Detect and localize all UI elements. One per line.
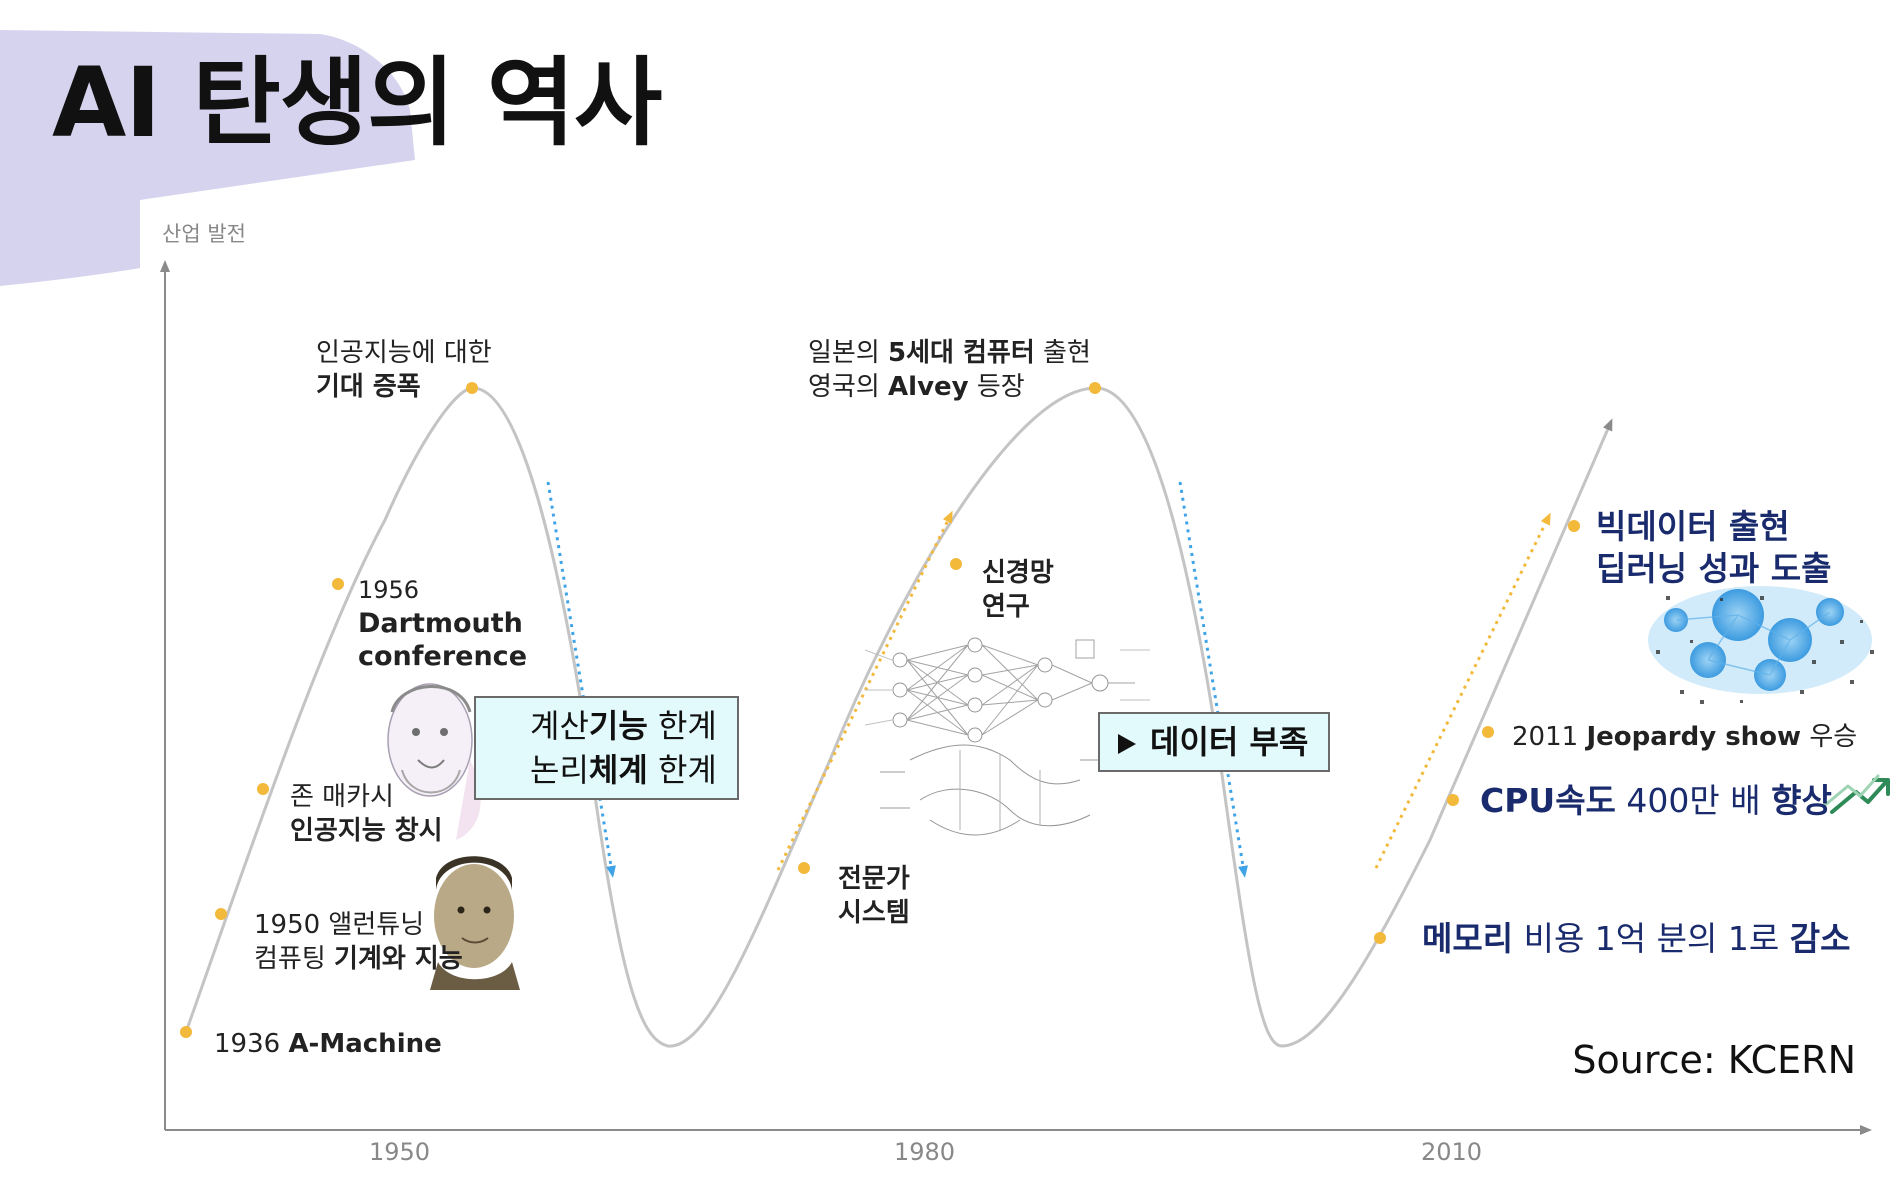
point-memory <box>1374 932 1386 944</box>
point-fifth-gen <box>1089 382 1101 394</box>
limit-box-row-1: 계산기능 한계 <box>530 707 717 745</box>
limit-box-data: 데이터 부족 <box>1098 712 1331 772</box>
label-dartmouth-line2: conference <box>358 641 528 672</box>
source-credit: Source: KCERN <box>1572 1038 1856 1082</box>
label-expectation: 인공지능에 대한 기대 증폭 <box>316 336 492 404</box>
rise-arrow-2 <box>1374 512 1551 869</box>
fall-arrow-1 <box>546 481 616 878</box>
label-dartmouth-year: 1956 <box>358 576 420 604</box>
point-expectation <box>466 382 478 394</box>
label-expert-line1: 전문가 <box>838 864 910 894</box>
limit-box-2-text: 데이터 부족 <box>1150 723 1309 761</box>
label-turing: 1950 앨런튜닝 컴퓨팅 기계와 지능 <box>254 908 463 976</box>
label-expert-line2: 시스템 <box>838 898 910 928</box>
development-curve <box>184 386 1613 1048</box>
neural-network-illustration <box>864 637 1150 836</box>
label-mccarthy-line1: 존 매카시 <box>290 782 394 812</box>
label-expectation-line1: 인공지능에 대한 <box>316 338 492 368</box>
page-title: AI 탄생의 역사 <box>52 47 662 159</box>
trend-up-icon <box>1822 774 1890 814</box>
label-mccarthy-line2: 인공지능 창시 <box>290 816 443 846</box>
x-tick-1980: 1980 <box>894 1138 956 1166</box>
label-fifth-gen: 일본의 5세대 컴퓨터 출현 영국의 Alvey 등장 <box>808 336 1091 404</box>
point-neural <box>950 558 962 570</box>
label-fifth-gen-line2: 영국의 Alvey 등장 <box>808 372 1025 402</box>
point-1956 <box>332 578 344 590</box>
label-fifth-gen-line1: 일본의 5세대 컴퓨터 출현 <box>808 338 1091 368</box>
label-a-machine-year: 1936 <box>214 1029 281 1059</box>
point-cpu <box>1447 794 1459 806</box>
label-neural: 신경망 연구 <box>982 556 1054 624</box>
label-mccarthy: 존 매카시 인공지능 창시 <box>290 780 443 848</box>
point-bigdata <box>1568 520 1580 532</box>
point-mccarthy <box>257 783 269 795</box>
label-expectation-line2: 기대 증폭 <box>316 372 421 402</box>
rise-arrow-1 <box>776 510 953 871</box>
label-bigdata: 빅데이터 출현 딥러닝 성과 도출 <box>1596 506 1832 590</box>
label-a-machine-text: A-Machine <box>288 1029 442 1059</box>
limit-box-row-2: 논리체계 한계 <box>530 751 717 789</box>
label-a-machine: 1936 A-Machine <box>214 1027 442 1061</box>
fall-arrow-2 <box>1178 481 1248 878</box>
label-turing-line1: 1950 앨런튜닝 <box>254 910 425 940</box>
title-brush <box>0 30 415 286</box>
event-points <box>180 382 1580 1038</box>
label-expert: 전문가 시스템 <box>838 862 910 930</box>
label-dartmouth-line1: Dartmouth <box>358 608 523 639</box>
y-axis-label: 산업 발전 <box>162 222 246 246</box>
label-cpu: CPU속도 400만 배 향상 <box>1480 781 1832 820</box>
label-bigdata-line1: 빅데이터 출현 <box>1596 507 1790 546</box>
label-jeopardy: 2011 Jeopardy show 우승 <box>1512 722 1858 752</box>
label-bigdata-line2: 딥러닝 성과 도출 <box>1596 549 1832 588</box>
point-1936 <box>180 1026 192 1038</box>
label-dartmouth: 1956 Dartmouth conference <box>358 574 527 673</box>
mccarthy-portrait <box>387 683 481 840</box>
x-tick-1950: 1950 <box>369 1138 431 1166</box>
x-tick-2010: 2010 <box>1421 1138 1483 1166</box>
label-turing-line2: 컴퓨팅 기계와 지능 <box>254 944 463 974</box>
limit-box-computation: 계산기능 한계 논리체계 한계 <box>474 696 739 800</box>
point-jeopardy <box>1482 726 1494 738</box>
turing-portrait <box>430 856 520 990</box>
point-1950 <box>215 908 227 920</box>
point-expert <box>798 862 810 874</box>
label-neural-line2: 연구 <box>982 592 1030 622</box>
bigdata-network-illustration <box>1648 586 1874 704</box>
label-neural-line1: 신경망 <box>982 558 1054 588</box>
limit-box-2-bullet <box>1118 734 1136 754</box>
label-memory: 메모리 비용 1억 분의 1로 감소 <box>1422 919 1851 958</box>
